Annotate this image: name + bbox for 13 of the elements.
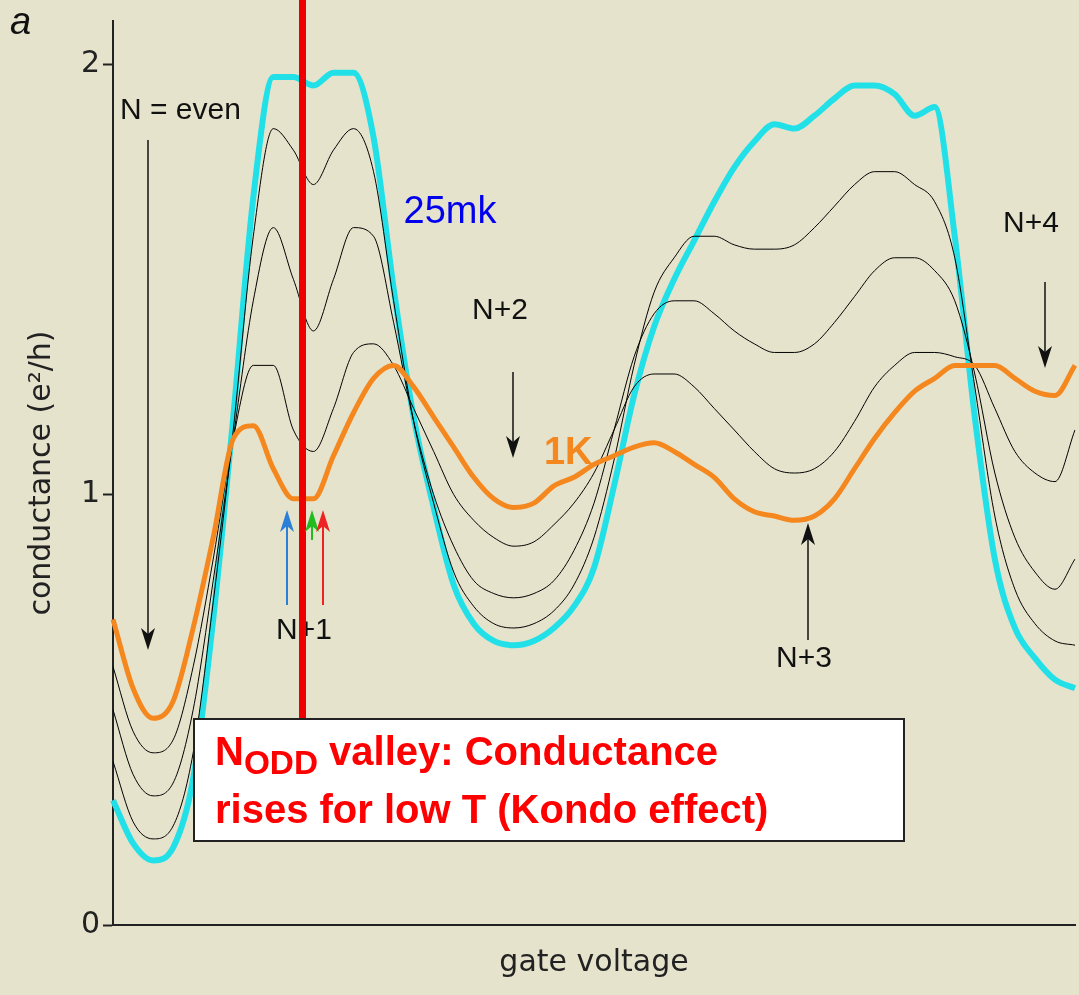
text: a [10, 0, 32, 43]
series-label: 25mk [403, 189, 498, 232]
y-tick-label: 1 [80, 474, 100, 510]
annotation: N = even [120, 92, 241, 126]
text-box: N$_{ODD}$ valley: Conductance rises for low T (Kondo effect) [193, 718, 905, 842]
y-tick-label: 0 [80, 904, 100, 940]
series-label: 1K [543, 430, 594, 473]
annotation: N+4 [1003, 205, 1059, 239]
annotation: N+3 [776, 640, 832, 674]
y-tick-label: 2 [80, 43, 100, 79]
y-axis-title: conductance (e²/h) [21, 330, 57, 616]
x-axis-title: gate voltage [499, 942, 689, 978]
annotation: N+2 [472, 292, 528, 326]
